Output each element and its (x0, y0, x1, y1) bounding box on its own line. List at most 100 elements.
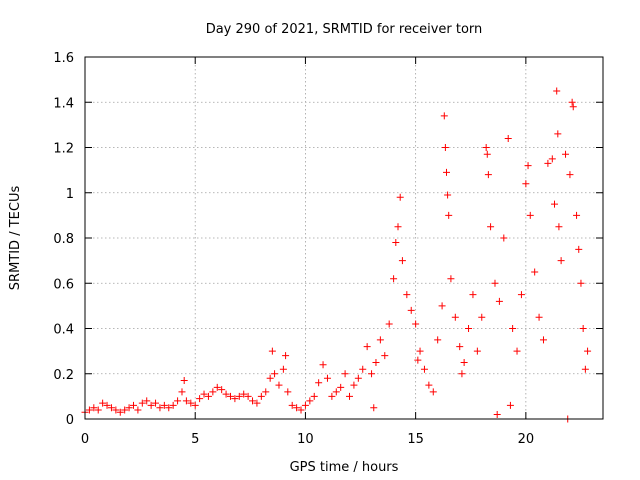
data-point (551, 200, 559, 208)
data-point (569, 103, 577, 111)
data-point (539, 336, 547, 344)
chart-title: Day 290 of 2021, SRMTID for receiver tor… (206, 22, 483, 37)
grid (85, 57, 603, 419)
data-point (440, 112, 448, 120)
data-point (268, 347, 276, 355)
data-point (414, 356, 422, 364)
data-point (213, 383, 221, 391)
data-point (445, 211, 453, 219)
data-point (262, 388, 270, 396)
data-point (434, 336, 442, 344)
data-point (182, 397, 190, 405)
data-point (275, 381, 283, 389)
data-point (266, 374, 274, 382)
data-point (257, 392, 265, 400)
axis-ticks: 0 0.2 0.4 0.6 0.8 1 1.2 1.4 1.6 0 5 10 15 20 (53, 51, 603, 447)
data-point (473, 347, 481, 355)
data-point (363, 343, 371, 351)
data-point (584, 347, 592, 355)
data-point (107, 404, 115, 412)
data-point (180, 377, 188, 385)
data-point (385, 320, 393, 328)
data-point (121, 406, 129, 414)
data-point (359, 365, 367, 373)
data-point (513, 347, 521, 355)
data-point (204, 392, 212, 400)
data-point (368, 370, 376, 378)
y-tick-label: 0.8 (53, 232, 74, 247)
data-point (191, 401, 199, 409)
data-point (288, 401, 296, 409)
data-point (94, 406, 102, 414)
data-point (535, 313, 543, 321)
y-tick-label: 1.2 (53, 142, 74, 157)
data-point (517, 291, 525, 299)
data-point (350, 381, 358, 389)
data-point (444, 191, 452, 199)
data-point (85, 406, 93, 414)
data-point (169, 401, 177, 409)
data-point (557, 257, 565, 265)
data-point (129, 401, 137, 409)
x-axis-label: GPS time / hours (290, 460, 399, 475)
data-point (103, 401, 111, 409)
data-point (577, 279, 585, 287)
data-point (554, 130, 562, 138)
data-point (218, 386, 226, 394)
data-point (178, 388, 186, 396)
data-point (553, 87, 561, 95)
data-point (310, 392, 318, 400)
data-point (319, 361, 327, 369)
data-point (346, 392, 354, 400)
data-point (341, 370, 349, 378)
data-point (451, 313, 459, 321)
data-point (372, 358, 380, 366)
data-point (99, 399, 107, 407)
data-point (500, 234, 508, 242)
data-point (398, 257, 406, 265)
data-point (116, 408, 124, 416)
data-point (495, 297, 503, 305)
data-point (301, 401, 309, 409)
data-point (394, 223, 402, 231)
data-point (478, 313, 486, 321)
data-point (482, 144, 490, 151)
data-point (504, 134, 512, 142)
data-point (568, 98, 576, 106)
data-point (240, 390, 248, 398)
data-point (196, 395, 204, 403)
y-tick-label: 1.4 (53, 96, 74, 111)
data-point (460, 358, 468, 366)
data-point (506, 401, 514, 409)
data-point (147, 401, 155, 409)
data-point (491, 279, 499, 287)
data-point (429, 388, 437, 396)
data-point (282, 352, 290, 360)
data-point (249, 397, 257, 405)
y-tick-label: 1.6 (53, 51, 74, 66)
data-point (420, 365, 428, 373)
data-point (297, 406, 305, 414)
data-point (555, 223, 563, 231)
data-point (323, 374, 331, 382)
data-point (138, 399, 146, 407)
data-point (544, 159, 552, 167)
data-point (484, 171, 492, 179)
data-point (160, 401, 168, 409)
y-tick-label: 0.2 (53, 368, 74, 383)
data-point (306, 397, 314, 405)
x-tick-label: 20 (518, 432, 535, 447)
data-point (143, 397, 151, 405)
data-point (284, 388, 292, 396)
data-point (222, 390, 230, 398)
data-point (548, 155, 556, 163)
data-point (396, 193, 404, 201)
data-point (412, 320, 420, 328)
data-point (152, 399, 160, 407)
x-tick-label: 0 (81, 432, 89, 447)
data-point (271, 370, 279, 378)
data-point (581, 365, 589, 373)
data-point (174, 397, 182, 405)
data-point (328, 392, 336, 400)
